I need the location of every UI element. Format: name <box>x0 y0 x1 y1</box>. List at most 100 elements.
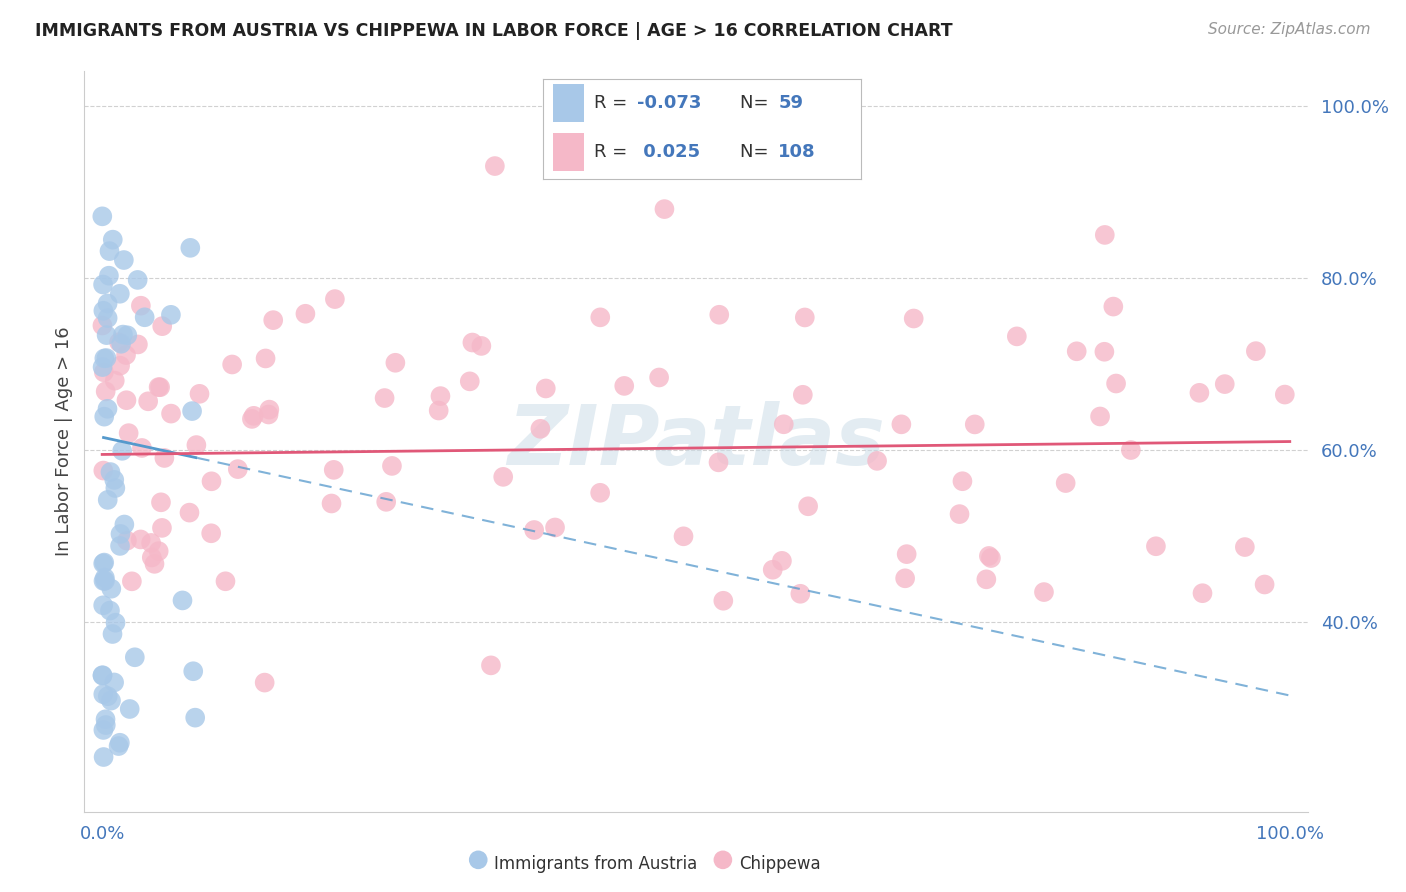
Point <box>226 462 249 476</box>
Point <box>184 711 207 725</box>
Y-axis label: In Labor Force | Age > 16: In Labor Force | Age > 16 <box>55 326 73 557</box>
Point <box>97 690 120 704</box>
Point <box>375 495 398 509</box>
Point <box>93 365 115 379</box>
Point <box>91 668 114 682</box>
Point <box>221 358 243 372</box>
Point <box>136 394 159 409</box>
Point <box>104 374 127 388</box>
Point <box>254 351 277 366</box>
Point <box>492 470 515 484</box>
Point <box>94 718 117 732</box>
Point <box>589 310 612 325</box>
Point <box>115 533 138 548</box>
Point <box>98 603 121 617</box>
Point <box>458 375 481 389</box>
Point <box>654 202 676 216</box>
Point <box>1066 344 1088 359</box>
Point <box>100 582 122 596</box>
Point <box>1092 344 1115 359</box>
Point <box>96 401 118 416</box>
Point <box>323 292 346 306</box>
Point <box>709 308 731 322</box>
Point <box>242 409 264 423</box>
Point <box>150 319 173 334</box>
Point <box>101 627 124 641</box>
Point <box>148 380 170 394</box>
Point <box>1054 476 1077 491</box>
Text: ZIPatlas: ZIPatlas <box>508 401 884 482</box>
Point <box>91 210 114 224</box>
Point <box>1144 539 1167 553</box>
Point <box>613 379 636 393</box>
Point <box>894 571 917 585</box>
Point <box>91 464 114 478</box>
Point <box>97 311 120 326</box>
Point <box>107 739 129 753</box>
Point <box>103 473 125 487</box>
Point <box>111 443 134 458</box>
Point <box>976 572 998 586</box>
Point <box>257 408 280 422</box>
Point <box>91 668 114 682</box>
Point <box>94 712 117 726</box>
Point <box>91 360 114 375</box>
Point <box>181 404 204 418</box>
Point <box>1094 227 1116 242</box>
Point <box>1274 387 1296 401</box>
Point <box>1088 409 1111 424</box>
Text: IMMIGRANTS FROM AUSTRIA VS CHIPPEWA IN LABOR FORCE | AGE > 16 CORRELATION CHART: IMMIGRANTS FROM AUSTRIA VS CHIPPEWA IN L… <box>35 22 953 40</box>
Point <box>179 506 201 520</box>
Point <box>121 574 143 589</box>
Point <box>529 422 551 436</box>
Point <box>1119 443 1142 458</box>
Point <box>91 277 114 292</box>
Point <box>1213 377 1236 392</box>
Point <box>98 244 121 259</box>
Point <box>141 550 163 565</box>
Point <box>96 351 118 365</box>
Point <box>707 455 730 469</box>
Point <box>93 574 115 588</box>
Point <box>188 387 211 401</box>
Point <box>461 335 484 350</box>
Point <box>470 339 492 353</box>
Point <box>1033 585 1056 599</box>
Point <box>672 529 695 543</box>
Point <box>110 336 132 351</box>
Point <box>112 517 135 532</box>
Point <box>127 337 149 351</box>
Point <box>94 571 117 585</box>
Point <box>977 549 1000 563</box>
Point <box>1102 300 1125 314</box>
Point <box>262 313 284 327</box>
Point <box>648 370 671 384</box>
Point <box>101 233 124 247</box>
Point <box>322 463 344 477</box>
Point <box>1105 376 1128 391</box>
Point <box>91 557 114 571</box>
Point <box>108 286 131 301</box>
Point <box>148 544 170 558</box>
Point <box>118 702 141 716</box>
Point <box>143 557 166 571</box>
Point <box>97 492 120 507</box>
Point <box>97 268 120 283</box>
Point <box>890 417 912 432</box>
Point <box>104 615 127 630</box>
Point <box>770 554 793 568</box>
Point <box>112 253 135 268</box>
Point <box>1244 344 1267 359</box>
Point <box>134 310 156 325</box>
Point <box>384 356 406 370</box>
Point <box>479 658 502 673</box>
Point <box>131 441 153 455</box>
Point <box>96 328 118 343</box>
Text: Chippewa: Chippewa <box>738 855 821 872</box>
Point <box>91 687 114 701</box>
Point <box>179 241 201 255</box>
Point <box>149 495 172 509</box>
Point <box>948 507 970 521</box>
Point <box>792 388 814 402</box>
Point <box>793 310 815 325</box>
